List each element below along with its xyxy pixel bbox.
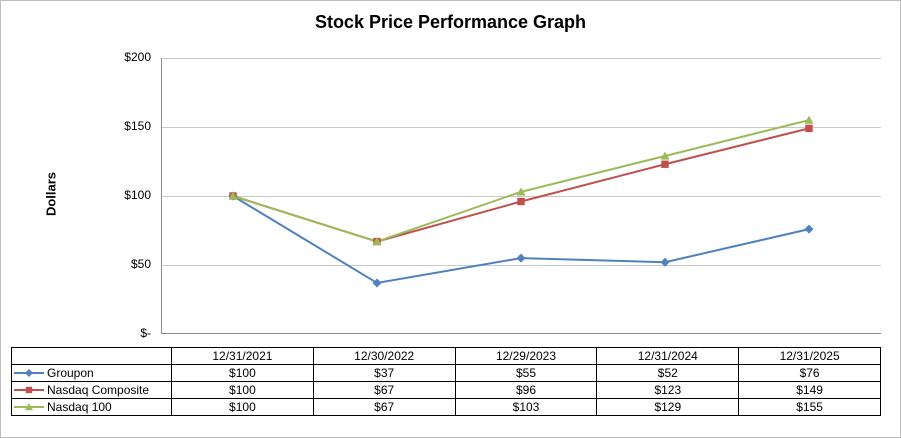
marker-square xyxy=(517,197,525,206)
table-row: Nasdaq 100 $100 $67 $103 $129 $155 xyxy=(11,398,881,416)
chart-title: Stock Price Performance Graph xyxy=(314,12,587,32)
marker-square xyxy=(805,124,813,133)
value-cell: $123 xyxy=(596,381,740,399)
table-row: Nasdaq Composite $100 $67 $96 $123 $149 xyxy=(11,381,881,399)
value-cell: $100 xyxy=(171,381,314,399)
legend-key: Nasdaq 100 xyxy=(14,400,169,414)
y-tick-label: $150 xyxy=(124,119,151,133)
y-axis-title: Dollars xyxy=(43,171,59,217)
marker-triangle xyxy=(804,115,814,124)
table-corner-cell xyxy=(11,347,172,365)
value-cell: $96 xyxy=(454,381,598,399)
marker-square xyxy=(25,386,33,394)
table-date-header: 12/31/2025 xyxy=(738,347,881,365)
value-cell: $100 xyxy=(171,364,314,382)
marker-diamond xyxy=(372,278,382,288)
table-date-header: 12/29/2023 xyxy=(454,347,598,365)
legend-marker-icon xyxy=(14,403,44,411)
legend-cell: Groupon xyxy=(11,364,172,382)
value-cell: $149 xyxy=(738,381,881,399)
line-chart xyxy=(161,58,881,334)
table-date-header: 12/31/2024 xyxy=(596,347,740,365)
legend-cell: Nasdaq 100 xyxy=(11,398,172,416)
value-cell: $67 xyxy=(312,398,456,416)
legend-cell: Nasdaq Composite xyxy=(11,381,172,399)
marker-diamond xyxy=(660,257,670,267)
data-table: 12/31/2021 12/30/2022 12/29/2023 12/31/2024… xyxy=(11,347,881,416)
table-date-header: 12/31/2021 xyxy=(171,347,314,365)
value-cell: $52 xyxy=(596,364,740,382)
series-line-groupon xyxy=(232,195,810,284)
table-row: Groupon $100 $37 $55 $52 $76 xyxy=(11,364,881,382)
series-name-label: Groupon xyxy=(47,366,94,380)
marker-triangle xyxy=(372,237,382,246)
value-cell: $67 xyxy=(312,381,456,399)
y-tick-label: $50 xyxy=(130,257,151,271)
marker-diamond xyxy=(516,253,526,263)
marker-triangle xyxy=(228,191,238,200)
table-date-header: 12/30/2022 xyxy=(312,347,456,365)
series-name-label: Nasdaq Composite xyxy=(47,383,150,397)
series-line-nasdaq-100 xyxy=(232,119,810,243)
value-cell: $76 xyxy=(738,364,881,382)
value-cell: $55 xyxy=(454,364,598,382)
value-cell: $129 xyxy=(596,398,740,416)
marker-triangle xyxy=(660,151,670,160)
marker-square xyxy=(661,160,669,168)
legend-key: Groupon xyxy=(14,366,169,380)
value-cell: $37 xyxy=(312,364,456,382)
series-name-label: Nasdaq 100 xyxy=(47,400,112,414)
y-tick-label: $100 xyxy=(124,188,151,202)
table-header-row: 12/31/2021 12/30/2022 12/29/2023 12/31/2024… xyxy=(11,347,881,365)
legend-marker-icon xyxy=(14,369,44,377)
marker-diamond xyxy=(804,224,814,234)
value-cell: $103 xyxy=(454,398,598,416)
series-line-nasdaq-composite xyxy=(232,127,810,243)
value-cell: $155 xyxy=(738,398,881,416)
plot-area xyxy=(161,58,881,334)
marker-triangle xyxy=(516,187,526,196)
y-tick-label: $- xyxy=(140,326,151,340)
value-cell: $100 xyxy=(171,398,314,416)
legend-key: Nasdaq Composite xyxy=(14,383,169,397)
y-tick-label: $200 xyxy=(124,50,151,64)
marker-triangle xyxy=(25,403,33,411)
legend-marker-icon xyxy=(14,386,44,394)
marker-diamond xyxy=(25,369,33,377)
